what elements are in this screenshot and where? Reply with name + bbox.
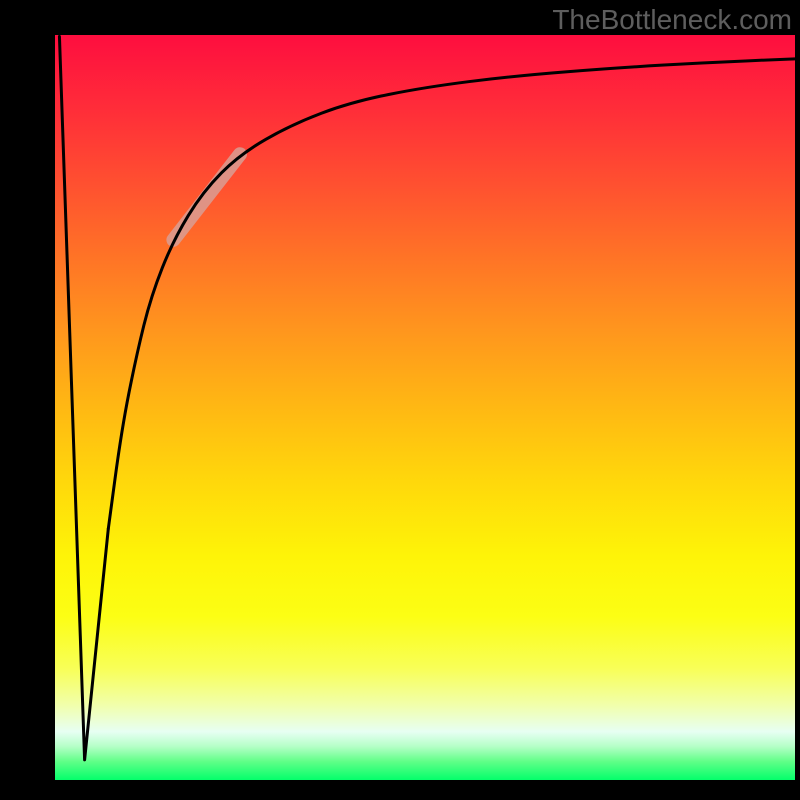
highlight-segment: [173, 154, 240, 240]
spike-line: [59, 36, 108, 759]
recovery-curve: [108, 59, 795, 529]
chart-curve-layer: [55, 35, 795, 780]
plot-area: [55, 35, 795, 780]
canvas: TheBottleneck.com: [0, 0, 800, 800]
watermark-text: TheBottleneck.com: [552, 4, 792, 36]
